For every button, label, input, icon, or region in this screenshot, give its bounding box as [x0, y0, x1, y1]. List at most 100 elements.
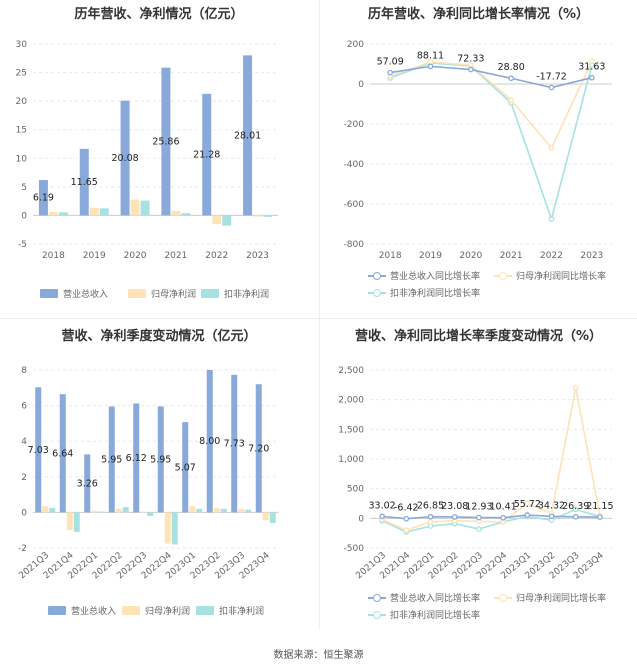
series-line-revenue [382, 514, 600, 520]
y-tick-label: -400 [344, 160, 365, 170]
bar-revenue [161, 67, 171, 216]
y-tick-label: 0 [21, 211, 27, 221]
series-point [427, 513, 434, 520]
legend-item-deducted[interactable]: 扣非净利润 [196, 604, 264, 617]
y-tick-label: -2 [18, 544, 27, 554]
data-label: 7.73 [224, 439, 245, 450]
x-tick-label: 2022 [205, 251, 228, 261]
series-line-deducted [381, 508, 601, 533]
series-point [379, 513, 385, 520]
series-point [524, 500, 531, 507]
bar-netprofit [189, 506, 196, 513]
bar-revenue [157, 406, 164, 513]
y-tick-label: -200 [344, 120, 365, 130]
legend-item-netprofit[interactable]: 归母净利润 [128, 287, 196, 300]
series-point [476, 514, 482, 521]
legend-item-deducted-growth[interactable]: 扣非净利润同比增长率 [368, 286, 480, 299]
x-tick-label: 2021 [500, 251, 523, 261]
bar-netprofit [48, 212, 58, 216]
bar-netprofit [213, 507, 220, 513]
y-tick-label: 2,500 [338, 366, 364, 376]
legend-item-revenue-growth[interactable]: 营业总收入同比增长率 [368, 591, 480, 604]
bar-netprofit [130, 199, 140, 216]
legend-item-deducted[interactable]: 扣非净利润 [201, 287, 269, 300]
series-point [588, 58, 595, 64]
bar-netprofit [89, 207, 99, 216]
series-point [524, 512, 531, 518]
data-label: 8.00 [199, 436, 220, 447]
legend-line-netprofit-growth [494, 593, 512, 603]
y-tick-label: 4 [21, 437, 27, 447]
legend-item-deducted-growth[interactable]: 扣非净利润同比增长率 [368, 608, 480, 621]
legend-item-netprofit-growth[interactable]: 归母净利润同比增长率 [494, 269, 606, 282]
legend-line-revenue-growth [368, 271, 386, 281]
series-line-deducted [389, 62, 593, 222]
data-label: 3.26 [77, 478, 98, 489]
legend-swatch-deducted [196, 606, 214, 615]
y-tick-label: 2,000 [338, 396, 364, 406]
bar-netprofit [42, 506, 49, 513]
y-tick-label: 10 [16, 154, 28, 164]
x-tick-label: 2022 [540, 251, 563, 261]
y-tick-label: -600 [344, 200, 365, 210]
y-tick-label: 0 [358, 514, 364, 524]
quarterly-growth-rate-chart: 营收、净利同比增长率季度变动情况（%） 2,500 2,000 1,500 1,000… [320, 322, 637, 632]
data-source-label: 数据来源：恒生聚源 [273, 650, 364, 661]
y-tick-label: 20 [16, 97, 28, 107]
legend: 营业总收入 归母净利润 扣非净利润 [0, 604, 318, 618]
data-label: -17.72 [536, 72, 567, 83]
data-label: 88.11 [417, 50, 444, 61]
bar-revenue [202, 93, 212, 216]
y-tick-label: 1,500 [338, 425, 364, 435]
legend-item-revenue-growth[interactable]: 营业总收入同比增长率 [368, 269, 480, 282]
x-tick-label: 2018 [42, 251, 65, 261]
legend-line-deducted-growth [368, 288, 386, 298]
legend-swatch-netprofit [128, 289, 146, 298]
data-label: 7.03 [28, 445, 49, 456]
bar-netprofit [212, 215, 222, 224]
series-point [500, 514, 506, 521]
series-point [588, 74, 595, 81]
x-tick-label: 2020 [459, 251, 482, 261]
data-label: 6.64 [52, 448, 73, 459]
series-point [548, 84, 555, 91]
data-label: 6.12 [126, 453, 147, 464]
series-point [548, 216, 555, 222]
bar-deducted [269, 512, 276, 524]
bar-deducted [49, 507, 56, 513]
data-label: 12.93 [465, 502, 492, 513]
bar-netprofit [262, 512, 269, 521]
bar-revenue [120, 100, 130, 216]
data-label: 72.33 [457, 54, 484, 65]
bar-deducted [171, 512, 178, 545]
legend-item-netprofit-growth[interactable]: 归母净利润同比增长率 [494, 591, 606, 604]
series-point [508, 97, 515, 103]
data-label: 28.80 [498, 62, 525, 73]
legend-item-revenue[interactable]: 营业总收入 [40, 287, 108, 300]
y-tick-label: 30 [16, 40, 28, 50]
y-tick-label: 5 [21, 183, 27, 193]
series-point [467, 66, 474, 73]
data-label: 7.20 [248, 443, 269, 454]
data-label: 6.19 [33, 193, 54, 204]
data-label: 57.09 [377, 57, 404, 68]
y-tick-label: 200 [347, 40, 364, 50]
series-point [403, 527, 410, 534]
bar-netprofit [253, 215, 263, 217]
bar-netprofit [115, 508, 122, 513]
bar-deducted [99, 208, 109, 216]
legend-item-revenue[interactable]: 营业总收入 [48, 604, 116, 617]
data-label: 31.63 [578, 62, 605, 73]
x-tick-label: 2018 [379, 251, 402, 261]
legend-item-netprofit[interactable]: 归母净利润 [122, 604, 190, 617]
bar-deducted [181, 213, 191, 216]
bar-revenue [79, 148, 89, 216]
quarterly-revenue-profit-chart: 营收、净利季度变动情况（亿元） 8 6 4 2 0 -2 2021Q3 2021Q4 2022Q… [0, 322, 318, 632]
bar-deducted [140, 200, 150, 216]
bar-deducted [98, 511, 105, 513]
series-point [451, 514, 458, 520]
y-tick-label: 8 [21, 366, 27, 376]
series-point [548, 513, 555, 520]
x-tick-label: 2019 [83, 251, 106, 261]
data-label: 33.02 [368, 500, 395, 511]
